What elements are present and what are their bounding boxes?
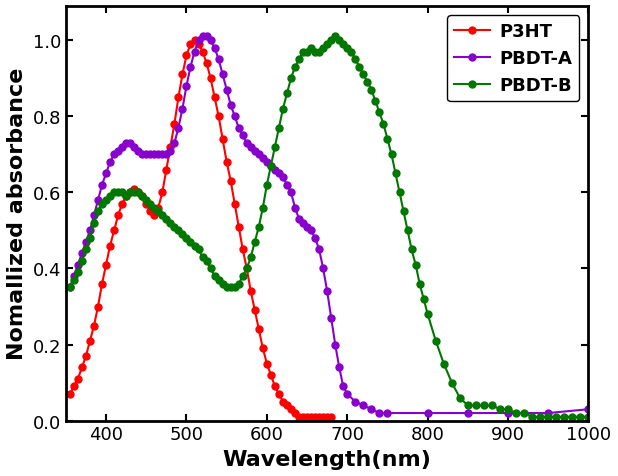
PBDT-B xyxy=(195,247,202,253)
Line: PBDT-B: PBDT-B xyxy=(66,34,592,420)
PBDT-B xyxy=(585,414,592,420)
PBDT-B xyxy=(528,414,536,420)
PBDT-A xyxy=(287,190,295,196)
Line: P3HT: P3HT xyxy=(66,38,335,420)
P3HT xyxy=(66,391,74,397)
PBDT-A xyxy=(360,403,367,408)
PBDT-B xyxy=(577,414,584,420)
PBDT-B xyxy=(379,122,387,128)
PBDT-A xyxy=(259,156,266,162)
P3HT xyxy=(179,72,186,78)
Line: PBDT-A: PBDT-A xyxy=(66,34,592,416)
PBDT-B xyxy=(267,164,274,169)
PBDT-A xyxy=(275,171,282,177)
P3HT xyxy=(191,38,198,44)
P3HT xyxy=(275,391,282,397)
PBDT-B xyxy=(331,34,339,40)
X-axis label: Wavelength(nm): Wavelength(nm) xyxy=(222,449,431,469)
PBDT-A xyxy=(211,46,218,51)
P3HT xyxy=(183,53,190,59)
PBDT-A xyxy=(199,34,206,40)
P3HT xyxy=(328,414,335,420)
P3HT xyxy=(146,209,154,215)
P3HT xyxy=(87,338,94,344)
PBDT-A xyxy=(376,410,383,416)
P3HT xyxy=(295,414,303,420)
PBDT-A xyxy=(263,160,271,166)
P3HT xyxy=(130,186,138,192)
PBDT-A xyxy=(585,407,592,412)
PBDT-A xyxy=(66,285,74,291)
PBDT-B xyxy=(66,285,74,291)
Legend: P3HT, PBDT-A, PBDT-B: P3HT, PBDT-A, PBDT-B xyxy=(447,16,580,102)
Y-axis label: Nomallized absorbance: Nomallized absorbance xyxy=(7,68,27,360)
PBDT-B xyxy=(544,414,552,420)
PBDT-B xyxy=(279,107,287,112)
